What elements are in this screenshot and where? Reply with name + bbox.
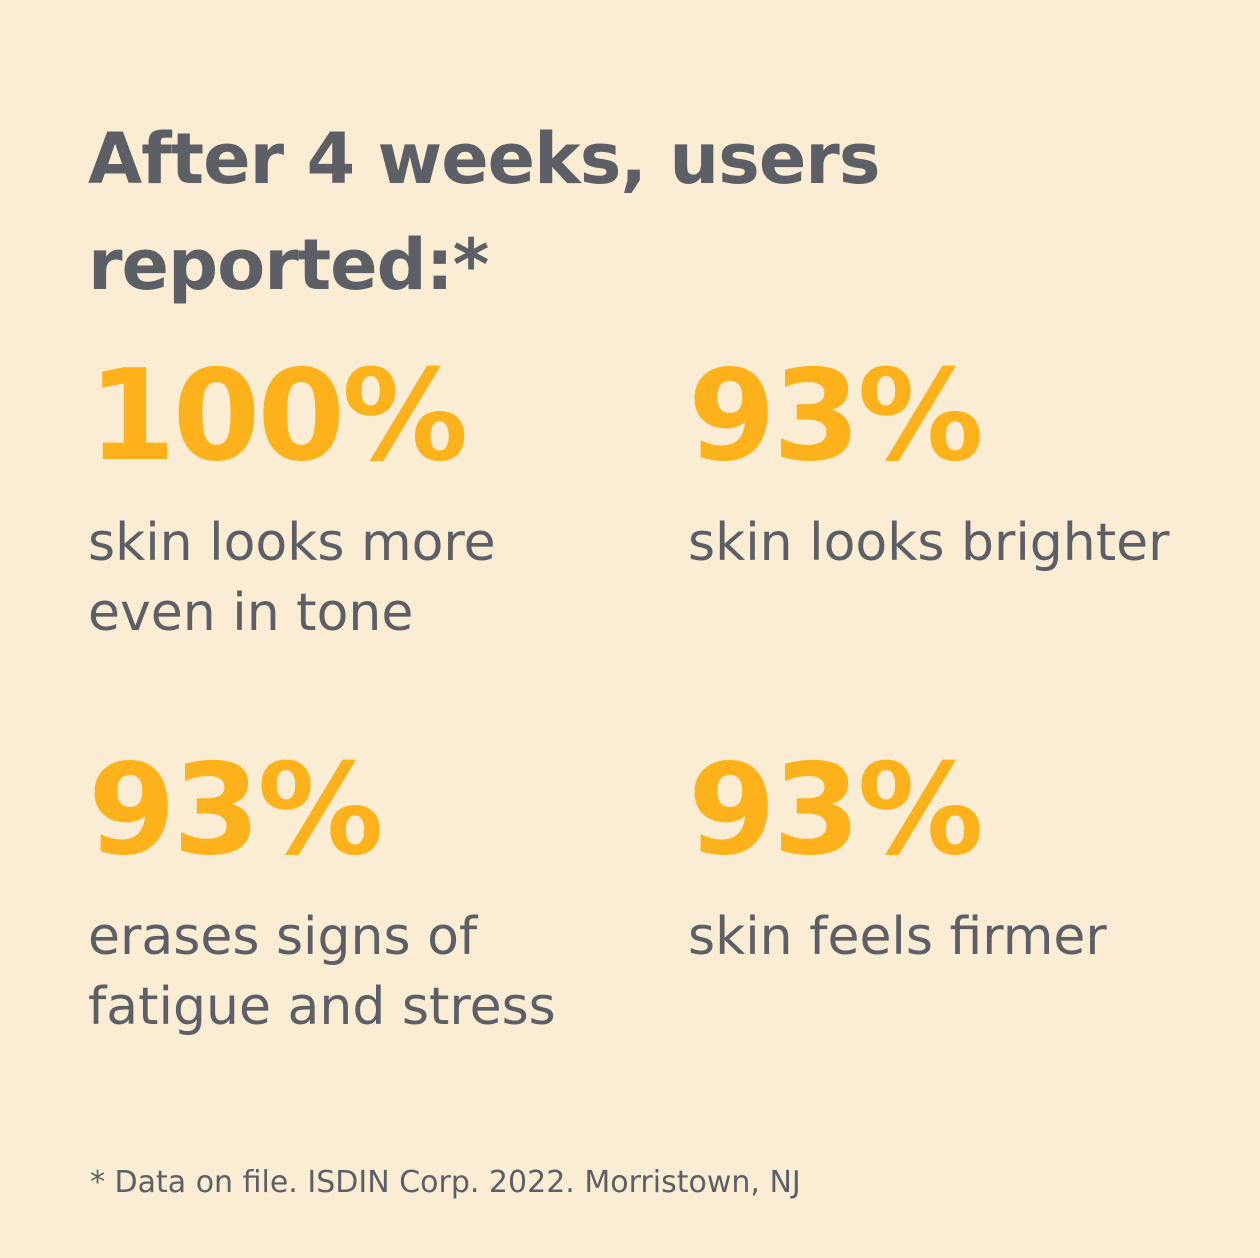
stat-description: erases signs of fatigue and stress bbox=[88, 907, 556, 1037]
stat-description: skin looks brighter bbox=[688, 513, 1170, 573]
stat-description: skin looks more even in tone bbox=[88, 513, 496, 643]
stat-value: 93% bbox=[688, 342, 984, 489]
footnote: * Data on file. ISDIN Corp. 2022. Morris… bbox=[90, 1165, 801, 1200]
stat-value: 100% bbox=[88, 342, 468, 489]
headline: After 4 weeks, users reported:* bbox=[88, 118, 881, 306]
stat-value: 93% bbox=[88, 736, 384, 883]
stat-even-tone: 100% skin looks more even in tone bbox=[88, 346, 608, 648]
stat-fatigue: 93% erases signs of fatigue and stress bbox=[88, 740, 608, 1042]
stat-firmer: 93% skin feels firmer bbox=[688, 740, 1208, 972]
stat-description: skin feels firmer bbox=[688, 907, 1107, 967]
stat-value: 93% bbox=[688, 736, 984, 883]
stat-brighter: 93% skin looks brighter bbox=[688, 346, 1208, 578]
